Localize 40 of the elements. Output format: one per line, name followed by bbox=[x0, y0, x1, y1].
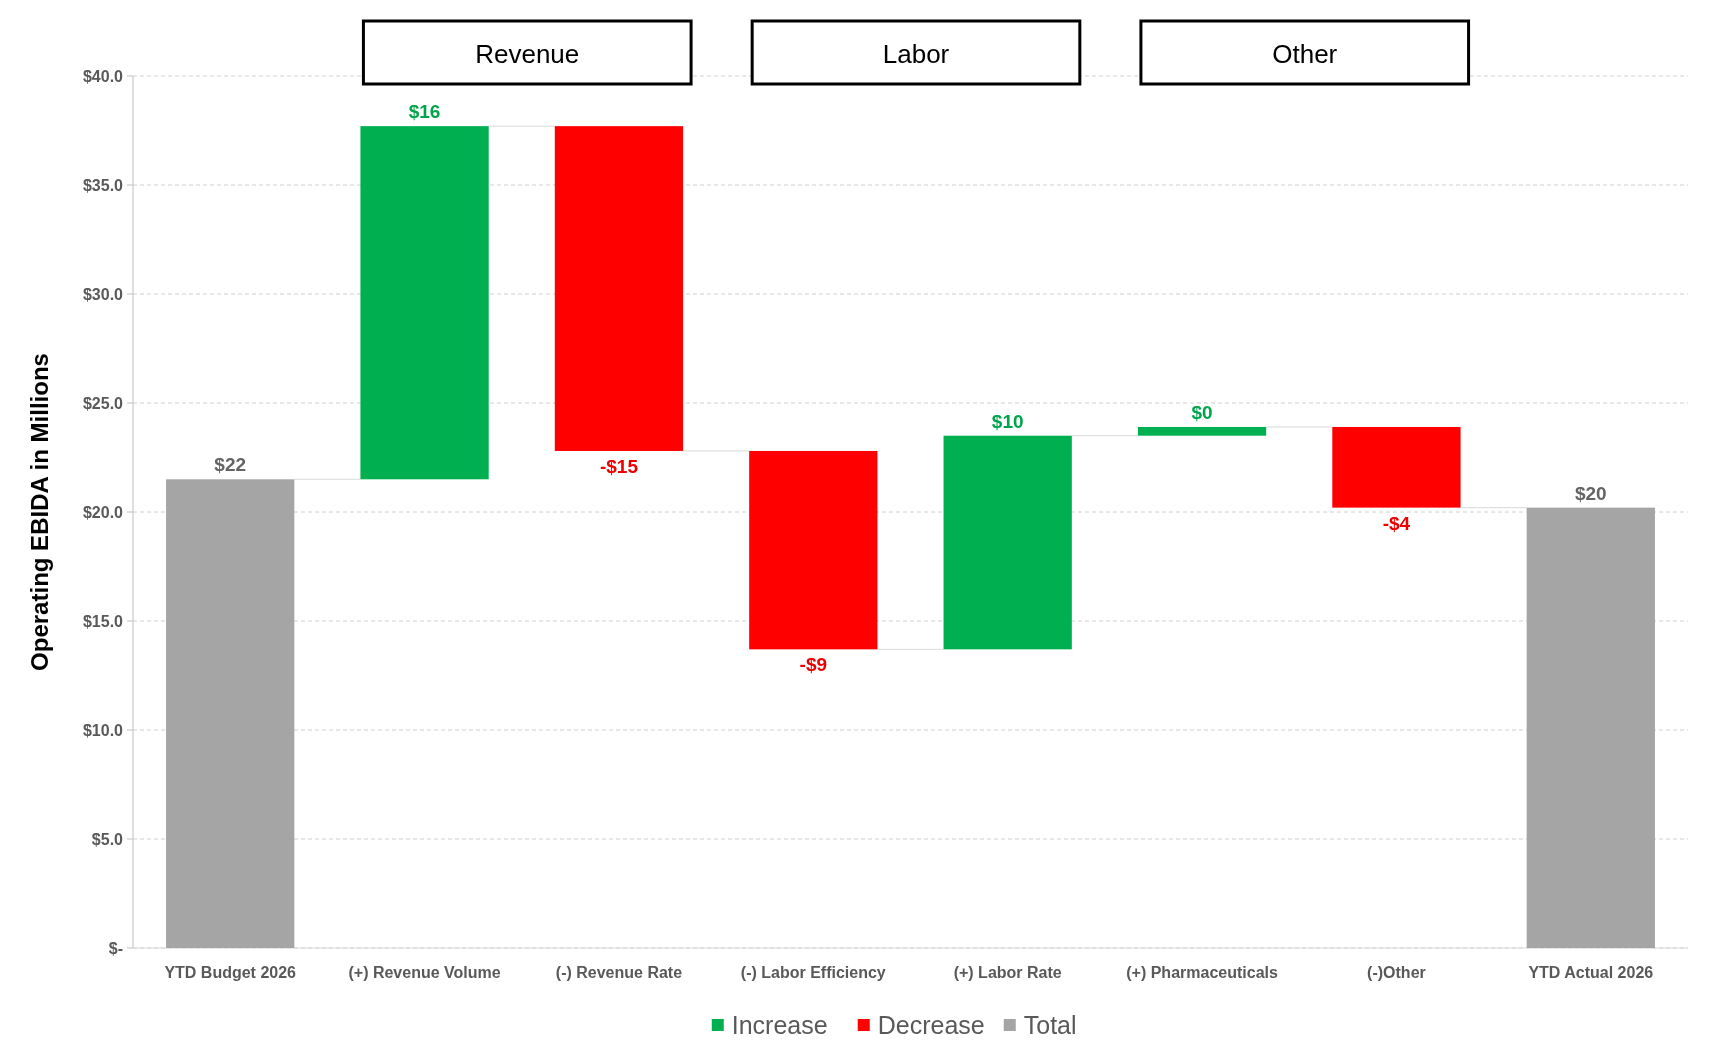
data-label: -$4 bbox=[1382, 512, 1411, 534]
bar bbox=[1137, 426, 1267, 436]
x-tick-label: YTD Budget 2026 bbox=[164, 964, 297, 981]
bar bbox=[166, 479, 295, 948]
x-tick-label: (-) Labor Efficiency bbox=[740, 964, 886, 981]
y-tick-label: $20.0 bbox=[82, 503, 124, 521]
data-label: $16 bbox=[408, 101, 441, 123]
x-tick-label: (+) Revenue Volume bbox=[348, 964, 501, 981]
data-label: -$9 bbox=[799, 654, 828, 676]
legend-label: Increase bbox=[731, 1010, 828, 1039]
bar bbox=[749, 450, 878, 650]
bar bbox=[943, 435, 1072, 650]
x-tick-label: (+) Pharmaceuticals bbox=[1126, 964, 1278, 981]
y-tick-label: $5.0 bbox=[91, 830, 124, 848]
bar bbox=[1526, 507, 1655, 948]
y-tick-label: $- bbox=[108, 939, 123, 957]
y-tick-label: $25.0 bbox=[82, 394, 124, 412]
data-label: $22 bbox=[214, 454, 247, 476]
bar bbox=[360, 126, 489, 480]
y-tick-label: $15.0 bbox=[82, 612, 124, 630]
x-tick-label: (+) Labor Rate bbox=[953, 964, 1062, 981]
y-tick-label: $35.0 bbox=[82, 176, 124, 194]
legend-label: Decrease bbox=[877, 1010, 985, 1039]
data-label: $10 bbox=[991, 410, 1024, 432]
data-label: $0 bbox=[1191, 401, 1213, 423]
y-tick-label: $30.0 bbox=[82, 285, 124, 303]
bar bbox=[1332, 426, 1461, 508]
text: Labor bbox=[882, 39, 950, 70]
y-tick-label: $40.0 bbox=[82, 67, 124, 85]
text: Other bbox=[1272, 39, 1338, 70]
legend-label: Total bbox=[1023, 1010, 1077, 1039]
text: Revenue bbox=[475, 39, 580, 70]
y-tick-label: $10.0 bbox=[82, 721, 124, 739]
bar bbox=[554, 126, 684, 451]
data-label: $20 bbox=[1574, 482, 1607, 504]
data-label: -$15 bbox=[599, 455, 639, 477]
y-axis-title: Operating EBIDA in Millions bbox=[26, 353, 53, 671]
x-tick-label: (-)Other bbox=[1367, 964, 1426, 981]
x-tick-label: YTD Actual 2026 bbox=[1528, 964, 1654, 981]
x-tick-label: (-) Revenue Rate bbox=[555, 964, 683, 981]
